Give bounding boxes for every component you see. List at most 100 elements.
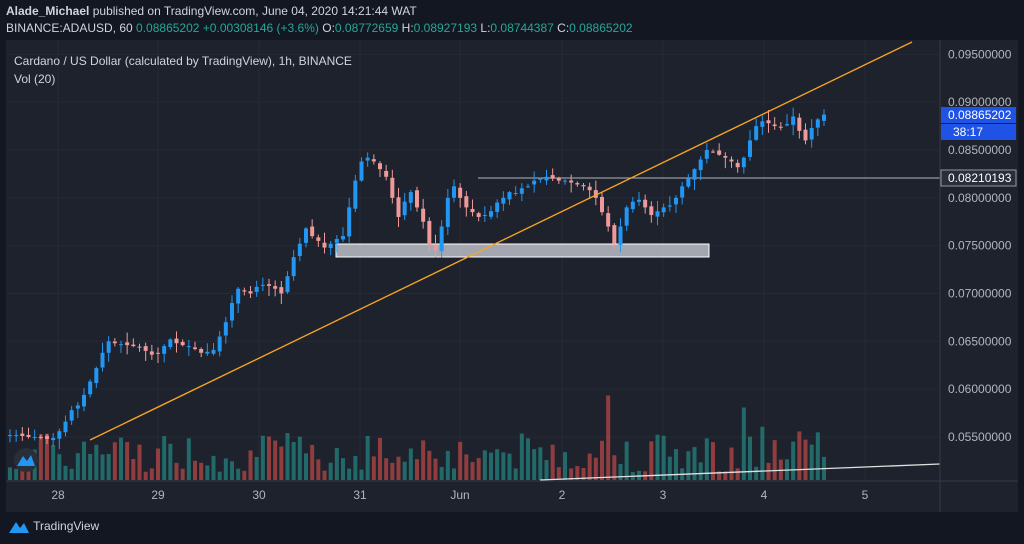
candle bbox=[137, 343, 142, 352]
candle-body bbox=[748, 140, 752, 157]
volume-bar bbox=[507, 453, 512, 480]
price-tick-label: 0.09000000 bbox=[948, 95, 1012, 109]
volume-bar bbox=[328, 462, 333, 480]
candle-body bbox=[26, 434, 31, 437]
chart-area[interactable] bbox=[6, 40, 1018, 512]
volume-bar bbox=[365, 435, 370, 480]
candle bbox=[125, 332, 130, 355]
candle-body bbox=[365, 157, 370, 161]
footer bbox=[0, 512, 1024, 544]
legend-title: Cardano / US Dollar (calculated by Tradi… bbox=[14, 54, 352, 68]
candle-body bbox=[822, 114, 826, 121]
candle bbox=[723, 152, 728, 169]
volume-bar bbox=[655, 434, 660, 480]
tradingview-logo-icon bbox=[9, 521, 29, 533]
volume-bar bbox=[304, 453, 308, 480]
candle bbox=[106, 336, 111, 362]
price-tick-label: 0.07000000 bbox=[948, 286, 1012, 300]
last-price: 0.08865202 bbox=[136, 21, 200, 35]
current-price-marker: 0.08865202 38:17 bbox=[941, 107, 1016, 140]
symbol-text: BINANCE:ADAUSD, 60 bbox=[6, 21, 133, 35]
candle bbox=[82, 388, 86, 412]
candle bbox=[470, 199, 475, 217]
candle-body bbox=[248, 291, 253, 294]
candle-body bbox=[495, 202, 500, 212]
candle bbox=[353, 175, 358, 213]
author-name[interactable]: Alade_Michael bbox=[6, 4, 90, 18]
candle bbox=[637, 191, 641, 206]
candle bbox=[279, 280, 284, 304]
candle-body bbox=[809, 128, 814, 140]
candle-body bbox=[704, 150, 709, 159]
candle bbox=[174, 331, 179, 353]
candle-body bbox=[680, 186, 685, 198]
candles bbox=[8, 107, 826, 450]
volume-bar bbox=[698, 462, 703, 480]
tradingview-chart-logo-icon[interactable] bbox=[14, 448, 38, 472]
trendline bbox=[89, 41, 913, 441]
price-axis: 0.09500000 0.09000000 0.08500000 0.08000000… bbox=[948, 47, 1012, 444]
volume-bar bbox=[513, 468, 518, 480]
candle bbox=[495, 199, 500, 218]
volume-bar bbox=[353, 455, 358, 480]
candle-body bbox=[735, 162, 740, 168]
candle bbox=[38, 434, 43, 440]
volume-bar bbox=[686, 451, 691, 480]
volume-bar bbox=[433, 458, 438, 480]
candle-body bbox=[254, 286, 259, 292]
candle bbox=[686, 174, 691, 189]
candle-body bbox=[692, 169, 697, 180]
volume-bar bbox=[322, 470, 327, 480]
volume-bar bbox=[408, 448, 413, 480]
publication-header: Alade_Michael published on TradingView.c… bbox=[0, 0, 1024, 40]
volume-bar bbox=[137, 444, 142, 480]
volume-bar bbox=[754, 466, 759, 480]
volume-bar bbox=[334, 448, 339, 480]
candle bbox=[513, 186, 518, 196]
volume-bar bbox=[347, 468, 352, 480]
volume-bar bbox=[667, 456, 672, 480]
candle-body bbox=[723, 155, 728, 158]
candle bbox=[674, 195, 678, 213]
volume-bar bbox=[575, 466, 580, 480]
volume-bar bbox=[569, 468, 574, 480]
candle bbox=[649, 201, 654, 223]
candle bbox=[717, 143, 722, 156]
volume-bar bbox=[279, 446, 284, 480]
candle bbox=[748, 130, 752, 161]
volume-bar bbox=[618, 463, 623, 480]
candle bbox=[156, 347, 160, 364]
volume-bar bbox=[735, 468, 740, 480]
volume-bar bbox=[791, 441, 796, 480]
volume-bar bbox=[550, 444, 555, 480]
tradingview-brand[interactable]: TradingView bbox=[8, 519, 99, 534]
volume-bar bbox=[63, 465, 68, 480]
volume-bar bbox=[297, 436, 302, 480]
candle bbox=[704, 142, 709, 164]
candle-body bbox=[137, 346, 142, 348]
candle-body bbox=[513, 193, 518, 195]
candle bbox=[519, 183, 524, 202]
volume-bar bbox=[661, 435, 666, 480]
volume-bar bbox=[717, 471, 722, 480]
candle-body bbox=[544, 176, 549, 181]
candle bbox=[415, 186, 419, 212]
time-tick-label: 29 bbox=[151, 488, 165, 502]
candle-body bbox=[88, 381, 93, 395]
candle-body bbox=[334, 238, 339, 243]
volume-bar bbox=[711, 442, 715, 480]
candle-body bbox=[606, 213, 611, 227]
candle bbox=[390, 169, 395, 204]
candle-body bbox=[149, 351, 154, 355]
ohlc-line: BINANCE:ADAUSD, 60 0.08865202 +0.0030814… bbox=[6, 20, 633, 36]
volume-bar bbox=[230, 461, 234, 480]
candle-body bbox=[291, 257, 296, 277]
candle-body bbox=[396, 197, 401, 217]
candle-body bbox=[569, 180, 574, 183]
volume-bar bbox=[112, 442, 117, 480]
candle-body bbox=[667, 205, 672, 207]
volume-bar bbox=[748, 436, 752, 480]
price-tick-label: 0.09500000 bbox=[948, 47, 1012, 61]
candle bbox=[538, 177, 543, 183]
